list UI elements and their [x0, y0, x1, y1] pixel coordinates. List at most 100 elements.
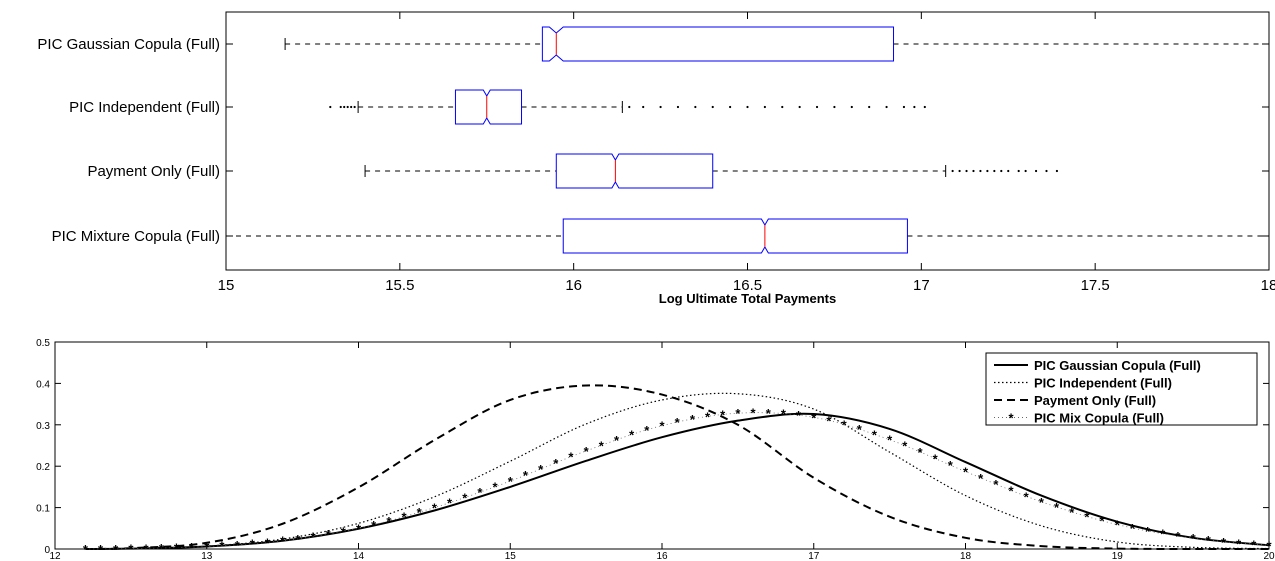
outlier-point [711, 105, 714, 109]
legend-label: PIC Independent (Full) [1034, 376, 1172, 391]
series-marker: * [796, 408, 802, 423]
outlier-point [1017, 169, 1020, 173]
outlier-point [1024, 169, 1027, 173]
series-line [85, 412, 1270, 550]
boxplot-x-axis-title: Log Ultimate Total Payments [659, 291, 836, 306]
series-marker: * [978, 471, 984, 486]
outlier-point [833, 105, 836, 109]
series-marker: * [1221, 535, 1227, 550]
density-series: * * * * * * * * * * * * * * * * * * * * * * * * * * * * * * * * * * * * * * * *… [83, 384, 1272, 557]
series-marker: * [265, 535, 271, 550]
series-marker: * [508, 474, 514, 489]
outlier-point [923, 105, 926, 109]
series-marker: * [189, 540, 195, 555]
outlier-point [798, 105, 801, 109]
series-marker: * [462, 491, 468, 506]
series-marker: * [614, 433, 620, 448]
series-marker: * [584, 444, 590, 459]
series-marker: * [1084, 509, 1090, 524]
y-tick-label: 0.2 [36, 462, 50, 473]
series-marker: * [948, 458, 954, 473]
series-marker: * [523, 468, 529, 483]
series-marker: * [432, 501, 438, 516]
boxplot-chart: 15 15.5 16 16.5 17 17.5 18 PIC Gaussian Copula… [37, 11, 1275, 306]
x-tick-label: 12 [49, 551, 61, 561]
series-marker: * [751, 406, 757, 421]
x-tick-label: 18 [1261, 277, 1275, 294]
series-marker: * [857, 422, 863, 437]
outlier-point [850, 105, 853, 109]
series-marker: * [887, 433, 893, 448]
outlier-point [353, 105, 356, 109]
series-marker: * [1160, 527, 1166, 542]
legend-label: PIC Mix Copula (Full) [1034, 411, 1164, 426]
outlier-point [1000, 169, 1003, 173]
x-tick-label: 16 [656, 551, 668, 561]
outlier-point [815, 105, 819, 109]
series-marker: * [144, 541, 150, 556]
series-marker: * [235, 538, 241, 553]
series-marker: * [1236, 536, 1242, 551]
outlier-point [1007, 169, 1010, 173]
series-marker: * [1206, 533, 1212, 548]
series-marker: * [1100, 514, 1106, 529]
outlier-point [628, 105, 631, 109]
series-marker: * [174, 541, 180, 556]
boxplot-category-labels: PIC Gaussian Copula (Full) PIC Independen… [37, 36, 1269, 245]
outlier-point [676, 105, 680, 109]
y-tick-label: 0.4 [36, 379, 50, 390]
density-axis-ticks: 12 13 14 15 16 17 18 19 20 0 0.1 0.2 0.3 0.4 0.5 [36, 338, 1275, 561]
outlier-point [885, 105, 888, 109]
x-tick-label: 19 [1112, 551, 1124, 561]
legend-swatch-marker: * [1008, 411, 1014, 426]
series-marker: * [781, 407, 787, 422]
x-tick-label: 17 [808, 551, 820, 561]
series-marker: * [159, 541, 165, 556]
x-tick-label: 14 [353, 551, 365, 561]
series-marker: * [735, 406, 741, 421]
boxplot-marks [226, 26, 1269, 254]
series-marker: * [1191, 531, 1197, 546]
series-marker: * [204, 540, 210, 555]
series-marker: * [447, 496, 453, 511]
outlier-point [913, 105, 916, 109]
series-marker: * [872, 427, 878, 442]
x-tick-label: 15.5 [385, 277, 414, 294]
outlier-point [659, 105, 662, 109]
series-marker: * [963, 465, 969, 480]
series-marker: * [1008, 483, 1014, 498]
series-marker: * [842, 418, 848, 433]
series-marker: * [1251, 537, 1257, 552]
series-marker: * [83, 542, 89, 557]
series-marker: * [629, 428, 635, 443]
x-tick-label: 17.5 [1081, 277, 1110, 294]
y-tick-label: 0.1 [36, 504, 50, 515]
series-marker: * [1039, 495, 1045, 510]
x-tick-label: 13 [201, 551, 213, 561]
outlier-point [902, 105, 906, 109]
box [454, 89, 523, 125]
series-marker: * [1054, 500, 1060, 515]
outlier-point [329, 105, 332, 109]
legend-label: PIC Gaussian Copula (Full) [1034, 358, 1201, 373]
series-marker: * [1115, 518, 1121, 533]
outlier-point [1045, 169, 1048, 173]
box [562, 218, 908, 254]
category-label: PIC Independent (Full) [69, 99, 220, 116]
series-marker: * [1069, 505, 1075, 520]
legend-label: Payment Only (Full) [1034, 393, 1156, 408]
outlier-point [339, 105, 342, 109]
x-tick-label: 16 [565, 277, 582, 294]
outlier-point [951, 169, 954, 173]
series-marker: * [902, 438, 908, 453]
series-marker: * [917, 445, 923, 460]
series-marker: * [128, 542, 134, 557]
series-line [85, 392, 1270, 550]
series-line [85, 384, 1270, 551]
outlier-point [1034, 169, 1038, 173]
series-marker: * [568, 450, 574, 465]
outlier-point [1055, 169, 1059, 173]
series-marker: * [1130, 521, 1136, 536]
